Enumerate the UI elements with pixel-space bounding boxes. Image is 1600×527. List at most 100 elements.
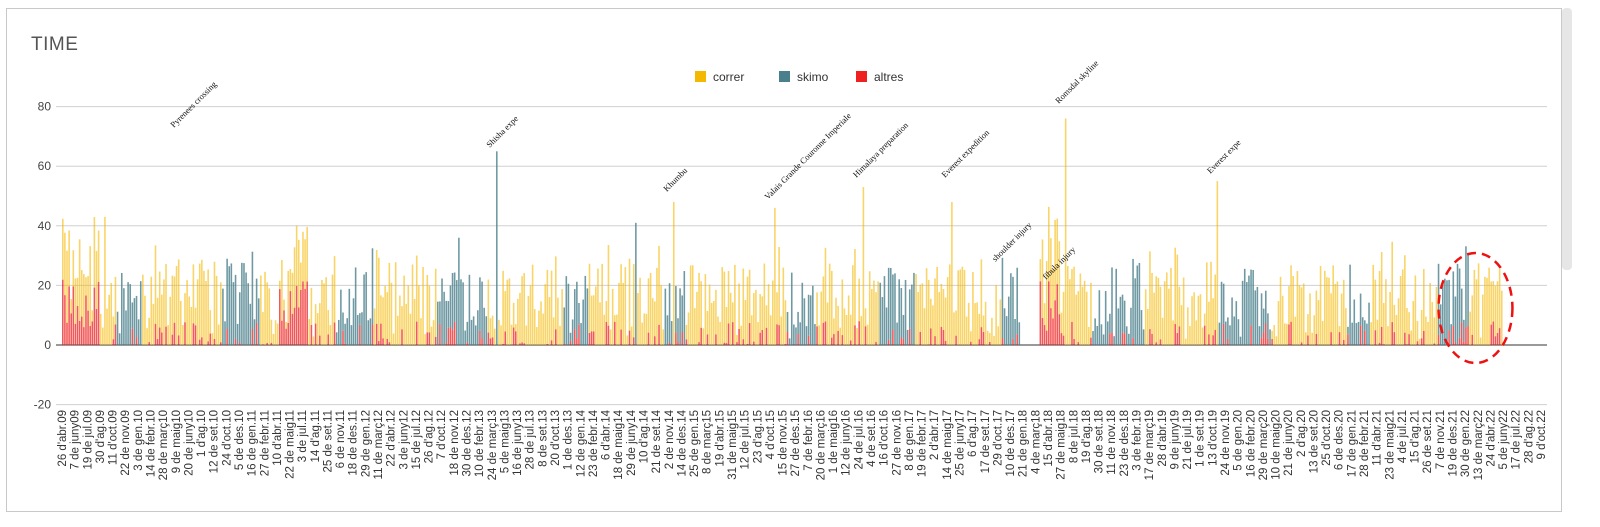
bar-altres xyxy=(306,281,308,345)
bar-skimo xyxy=(363,274,365,345)
bar-correr xyxy=(380,295,382,324)
bar-skimo xyxy=(346,318,348,345)
x-tick-label: 14 de maig17 xyxy=(942,410,954,480)
bar-altres xyxy=(1001,338,1004,345)
bar-skimo xyxy=(1237,319,1240,345)
bar-altres xyxy=(1490,324,1493,345)
bar-skimo xyxy=(881,297,884,345)
bar-correr xyxy=(620,264,622,330)
bar-altres xyxy=(220,342,222,345)
x-tick-label: 30 de gen.22 xyxy=(1460,410,1472,477)
bar-correr xyxy=(618,282,620,345)
bar-altres xyxy=(807,335,810,345)
bar-correr xyxy=(1319,265,1322,345)
bar-skimo xyxy=(1446,280,1448,345)
bar-correr xyxy=(392,333,395,345)
x-tick-label: 31 de maig15 xyxy=(727,410,739,480)
x-tick-label: 23 de febr.14 xyxy=(588,409,600,477)
bar-correr xyxy=(396,315,399,345)
x-tick-label: 21 de juny20 xyxy=(1283,410,1295,476)
bar-altres xyxy=(156,339,159,345)
bar-correr xyxy=(995,284,997,345)
x-tick-label: 2 d'ag.20 xyxy=(1296,410,1308,457)
bar-skimo xyxy=(135,295,138,338)
bar-skimo xyxy=(879,282,882,345)
bar-correr xyxy=(1475,279,1478,345)
bar-correr xyxy=(146,328,148,345)
bar-correr xyxy=(873,280,875,345)
bar-correr xyxy=(1208,301,1210,335)
bar-altres xyxy=(1380,326,1383,345)
vertical-scrollbar[interactable] xyxy=(1562,8,1572,270)
bar-skimo xyxy=(1113,336,1115,345)
x-tick-label: 12 de gen.14 xyxy=(575,409,587,477)
bar-correr xyxy=(308,318,311,345)
bar-correr xyxy=(281,259,283,321)
bar-skimo xyxy=(567,283,570,345)
x-tick-label: 3 de juny12 xyxy=(398,410,410,469)
bar-correr xyxy=(734,264,736,345)
bar-skimo xyxy=(226,258,228,330)
bar-altres xyxy=(293,307,296,345)
bar-skimo xyxy=(565,276,568,345)
bar-correr xyxy=(1311,332,1313,345)
bar-skimo xyxy=(1106,321,1109,345)
bar-skimo xyxy=(814,324,816,345)
bar-skimo xyxy=(1448,279,1450,331)
bar-skimo xyxy=(464,330,466,345)
bar-altres xyxy=(1227,338,1229,345)
bar-skimo xyxy=(133,298,136,345)
bar-correr xyxy=(144,295,146,345)
bar-correr xyxy=(493,328,496,345)
x-tick-label: 21 de jul.19 xyxy=(1182,410,1194,469)
bar-skimo xyxy=(238,292,241,343)
bar-altres xyxy=(192,323,195,345)
bar-altres xyxy=(66,322,68,345)
bar-correr xyxy=(552,317,555,345)
bar-correr xyxy=(630,326,633,345)
bar-correr xyxy=(746,276,749,344)
x-tick-label: 7 d'oct.12 xyxy=(436,410,448,460)
bar-correr xyxy=(1081,286,1084,345)
bar-skimo xyxy=(1241,280,1244,345)
bar-correr xyxy=(1479,337,1482,345)
x-tick-label: 10 de des.17 xyxy=(1005,410,1017,477)
bar-correr xyxy=(641,322,643,345)
bar-altres xyxy=(479,330,481,345)
x-tick-label: 7 de juny09 xyxy=(70,410,82,469)
bar-correr xyxy=(192,264,195,324)
bar-correr xyxy=(1147,308,1149,345)
bar-skimo xyxy=(1117,308,1120,345)
bar-correr xyxy=(220,282,222,343)
bar-correr xyxy=(399,295,401,345)
bar-correr xyxy=(293,247,296,308)
bar-skimo xyxy=(1125,326,1128,345)
bar-correr xyxy=(432,320,435,345)
bar-altres xyxy=(262,344,264,345)
bar-correr xyxy=(177,259,180,336)
bar-altres xyxy=(285,328,287,345)
bar-correr xyxy=(375,249,378,324)
bar-altres xyxy=(154,323,157,345)
bar-correr xyxy=(1174,247,1176,325)
bar-skimo xyxy=(683,271,686,345)
bar-correr xyxy=(944,297,947,341)
bar-altres xyxy=(761,329,764,345)
bar-altres xyxy=(1262,332,1265,345)
bar-correr xyxy=(384,285,386,345)
bar-altres xyxy=(592,331,595,345)
bar-altres xyxy=(1423,330,1425,345)
bar-correr xyxy=(1206,262,1208,345)
bar-altres xyxy=(725,343,728,345)
bar-correr xyxy=(689,265,692,345)
bar-correr xyxy=(1305,332,1307,345)
bar-correr xyxy=(1328,277,1330,345)
bar-altres xyxy=(1391,322,1393,345)
bar-correr xyxy=(104,216,106,345)
bar-correr xyxy=(835,297,837,345)
bar-altres xyxy=(327,334,330,345)
bar-correr xyxy=(152,303,155,345)
x-tick-label: 28 de febr.21 xyxy=(1359,410,1371,477)
x-tick-label: 1 de maig16 xyxy=(828,410,840,473)
bar-skimo xyxy=(563,307,566,345)
